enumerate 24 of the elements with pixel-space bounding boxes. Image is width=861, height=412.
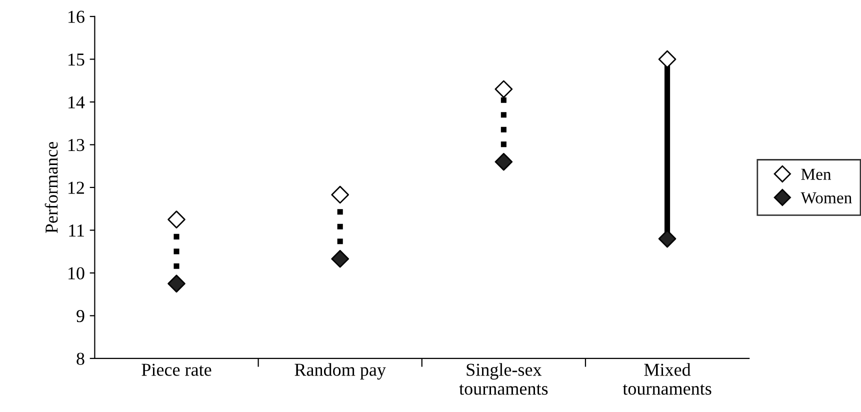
- legend-label: Women: [800, 192, 852, 204]
- x-tick-label: Single-sex tournaments: [459, 363, 548, 395]
- y-tick-label: 14: [68, 96, 85, 108]
- point: [168, 210, 186, 228]
- x-tick-label: Random pay: [294, 363, 386, 380]
- x-tick-label: Mixed tournaments: [622, 363, 712, 395]
- point: [331, 186, 350, 204]
- x-tick-label: Piece rate: [142, 364, 212, 376]
- y-tick-label: 10: [68, 267, 84, 280]
- point: [658, 230, 676, 248]
- legend-label: Men: [801, 168, 832, 180]
- y-tick-label: 11: [69, 224, 84, 236]
- y-tick-label: 12: [68, 182, 84, 194]
- y-tick-label: 16: [68, 10, 84, 23]
- y-tick-label: 13: [68, 139, 84, 152]
- y-axis-title: Performance: [44, 142, 58, 234]
- y-tick-label: 8: [76, 352, 84, 365]
- point: [658, 50, 676, 68]
- y-tick-label: 9: [76, 310, 84, 322]
- point: [168, 274, 186, 293]
- point: [331, 250, 350, 268]
- point: [494, 80, 513, 98]
- point: [494, 152, 513, 171]
- y-tick-label: 15: [68, 54, 84, 66]
